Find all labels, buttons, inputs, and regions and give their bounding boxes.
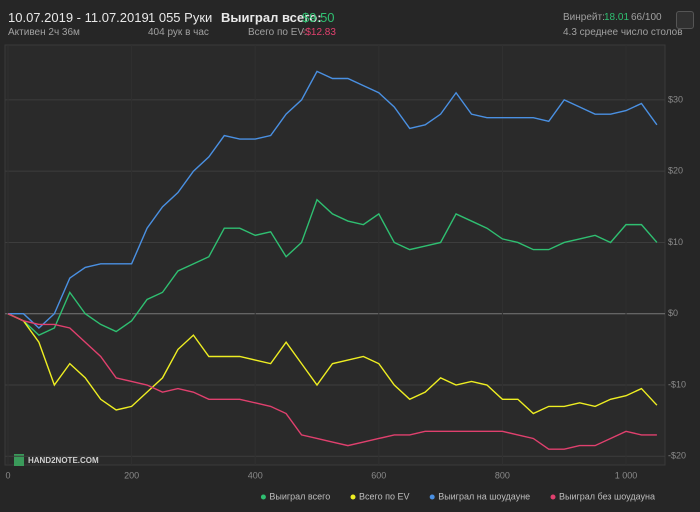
winrate-value: 18.01	[604, 12, 630, 23]
x-tick-label: 400	[248, 470, 263, 480]
settings-button[interactable]	[676, 11, 694, 29]
ev-value: -$12.83	[302, 27, 336, 38]
hands: 1 055 Руки	[148, 10, 213, 25]
logo: HAND2NOTE.COM	[28, 456, 99, 465]
won-value: $9.50	[302, 10, 335, 25]
x-tick-label: 800	[495, 470, 510, 480]
series-line	[7, 313, 657, 450]
y-tick-label: $10	[668, 237, 683, 247]
y-tick-label: $20	[668, 166, 683, 176]
plot-area	[4, 44, 666, 466]
winrate-label: Винрейт:	[563, 12, 605, 23]
legend-swatch	[260, 494, 266, 500]
y-tick-label: -$10	[668, 379, 686, 389]
legend-label: Выиграл без шоудауна	[559, 491, 655, 501]
legend-swatch	[350, 494, 356, 500]
hands-per-hour: 404 рук в час	[148, 27, 209, 38]
series-line	[7, 313, 658, 415]
tables: 4.3 среднее число столов	[563, 27, 683, 38]
active-time: Активен 2ч 36м	[8, 27, 80, 38]
legend-item: Выиграл всего	[260, 491, 330, 501]
x-tick-label: 0	[5, 470, 10, 480]
legend-label: Выиграл всего	[269, 491, 330, 501]
ev-label: Всего по EV:	[248, 27, 307, 38]
y-tick-label: -$20	[668, 451, 686, 461]
winrate-sample: 66/100	[631, 12, 662, 23]
legend-label: Выиграл на шоудауне	[438, 491, 530, 501]
y-tick-label: $30	[668, 94, 683, 104]
series-line	[7, 198, 658, 336]
legend-item: Выиграл без шоудауна	[550, 491, 655, 501]
x-tick-label: 600	[371, 470, 386, 480]
legend-item: Всего по EV	[350, 491, 409, 501]
x-tick-label: 200	[124, 470, 139, 480]
won-label: Выиграл всего:	[221, 10, 322, 25]
legend-swatch	[429, 494, 435, 500]
legend-label: Всего по EV	[359, 491, 409, 501]
series-line	[8, 70, 658, 329]
legend-swatch	[550, 494, 556, 500]
x-tick-label: 1 000	[615, 470, 638, 480]
y-tick-label: $0	[668, 308, 678, 318]
logo-icon	[14, 454, 24, 466]
date-range: 10.07.2019 - 11.07.2019	[8, 10, 149, 25]
legend-item: Выиграл на шоудауне	[429, 491, 530, 501]
